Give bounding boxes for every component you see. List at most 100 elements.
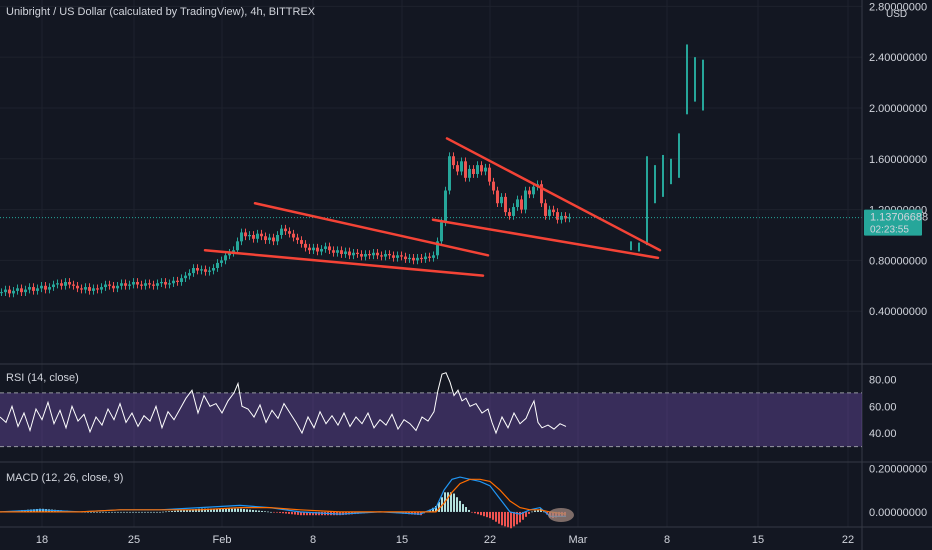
macd-histogram-bar xyxy=(258,510,260,512)
price-axis[interactable]: 2.80000000 2.40000000 2.00000000 1.60000000… xyxy=(869,1,927,318)
time-tick-label: Mar xyxy=(569,534,588,546)
macd-histogram-bar xyxy=(153,511,155,513)
candle-body xyxy=(328,246,331,251)
candle-body xyxy=(216,262,219,269)
macd-pane[interactable]: MACD (12, 26, close, 9) xyxy=(0,472,574,529)
candle-body xyxy=(260,233,263,237)
macd-histogram-bar xyxy=(438,502,440,512)
trend-line xyxy=(203,248,485,277)
macd-histogram-bar xyxy=(528,511,530,514)
candle-body xyxy=(360,254,363,257)
candle-body xyxy=(448,156,451,191)
macd-histogram-bar xyxy=(99,511,101,513)
macd-histogram-bar xyxy=(471,511,473,513)
macd-histogram-bar xyxy=(306,511,308,516)
candle-body xyxy=(340,250,343,255)
macd-histogram-bar xyxy=(534,510,536,512)
rsi-indicator-title: RSI (14, close) xyxy=(6,372,79,384)
candle-body xyxy=(292,233,295,238)
candle-body xyxy=(112,285,115,289)
late-bar xyxy=(678,133,680,178)
candle-body xyxy=(232,250,235,253)
macd-histogram-bar xyxy=(111,511,113,513)
time-axis[interactable]: 18 25 Feb 8 15 22 Mar 8 15 22 xyxy=(36,534,854,546)
macd-histogram-bar xyxy=(216,508,218,512)
candle-body xyxy=(40,285,43,289)
candle-body xyxy=(128,284,131,286)
macd-histogram-bar xyxy=(447,492,449,512)
candle-body xyxy=(324,246,327,249)
macd-axis: 0.20000000 0.00000000 xyxy=(869,463,927,519)
candle-body xyxy=(464,161,467,178)
macd-histogram-bar xyxy=(525,511,527,517)
candle-body xyxy=(408,257,411,260)
macd-histogram-bar xyxy=(222,508,224,512)
candle-body xyxy=(436,241,439,256)
macd-histogram-bar xyxy=(186,509,188,512)
candle-body xyxy=(52,284,55,288)
candle-body xyxy=(44,285,47,290)
pattern-lines xyxy=(203,137,662,277)
candle-body xyxy=(528,190,531,195)
macd-highlight-marker xyxy=(548,508,574,522)
candle-body xyxy=(60,283,63,286)
candle-body xyxy=(104,284,107,288)
candle-body xyxy=(16,288,19,291)
candle-body xyxy=(460,161,463,172)
macd-histogram-bar xyxy=(174,510,176,512)
macd-histogram-bar xyxy=(117,511,119,513)
candle-body xyxy=(316,247,319,252)
macd-histogram-bar xyxy=(228,508,230,512)
time-tick-label: 8 xyxy=(664,534,670,546)
rsi-pane[interactable]: RSI (14, close) xyxy=(0,372,862,448)
macd-histogram-bar xyxy=(282,511,284,514)
candle-body xyxy=(428,256,431,258)
candle-body xyxy=(516,199,519,208)
candle-body xyxy=(220,260,223,263)
candle-body xyxy=(548,209,551,216)
time-tick-label: 15 xyxy=(396,534,408,546)
macd-indicator-title: MACD (12, 26, close, 9) xyxy=(6,472,123,484)
macd-histogram-bar xyxy=(246,509,248,512)
late-bars xyxy=(630,44,704,252)
macd-histogram-bar xyxy=(180,510,182,512)
last-price-background xyxy=(864,209,922,236)
macd-histogram-bar xyxy=(189,509,191,512)
candle-body xyxy=(556,212,559,220)
candle-body xyxy=(228,252,231,256)
candle-body xyxy=(20,288,23,293)
price-tick-label: 0.80000000 xyxy=(869,255,927,267)
macd-histogram-bar xyxy=(150,511,152,513)
candle-body xyxy=(148,283,151,285)
macd-histogram-bar xyxy=(297,511,299,515)
macd-histogram-bar xyxy=(513,511,515,527)
candle-body xyxy=(192,268,195,274)
late-bar xyxy=(654,165,656,204)
candle-body xyxy=(376,252,379,256)
macd-histogram-bar xyxy=(120,511,122,513)
macd-histogram-bar xyxy=(159,511,161,513)
late-bar xyxy=(694,57,696,102)
chart-title: Unibright / US Dollar (calculated by Tra… xyxy=(6,6,316,18)
price-tick-label: 2.80000000 xyxy=(869,1,927,13)
macd-histogram-bar xyxy=(201,508,203,512)
macd-histogram-bar xyxy=(468,509,470,512)
macd-histogram-bar xyxy=(435,506,437,512)
macd-histogram-bar xyxy=(213,508,215,512)
macd-histogram-bar xyxy=(102,511,104,513)
candle-body xyxy=(472,168,475,175)
candle-body xyxy=(0,292,3,294)
macd-histogram-bar xyxy=(285,511,287,514)
macd-histogram-bar xyxy=(477,511,479,515)
macd-histogram-bar xyxy=(288,511,290,514)
macd-histogram-bar xyxy=(252,509,254,512)
macd-histogram-bar xyxy=(141,511,143,513)
candle-body xyxy=(440,222,443,242)
candle-body xyxy=(488,167,491,182)
macd-histogram-bar xyxy=(156,511,158,513)
candle-body xyxy=(284,228,287,232)
candle-body xyxy=(84,287,87,290)
macd-histogram-bar xyxy=(87,511,89,513)
price-pane[interactable] xyxy=(0,44,862,298)
